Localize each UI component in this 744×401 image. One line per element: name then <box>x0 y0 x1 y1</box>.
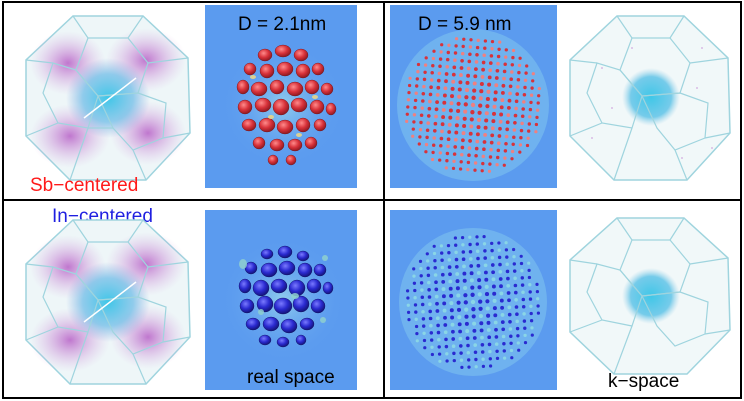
k-space-label: k−space <box>608 371 680 392</box>
diameter-label-small: D = 2.1nm <box>238 14 327 35</box>
table-border-left <box>2 1 4 399</box>
truncated-octahedron-icon <box>569 15 731 181</box>
sb-centered-label: Sb−centered <box>30 175 139 196</box>
real-space-panel-sb-small <box>205 5 357 188</box>
brillouin-zone-sb-small <box>18 8 198 188</box>
truncated-octahedron-icon <box>25 219 191 385</box>
truncated-octahedron-icon <box>25 15 191 181</box>
brillouin-zone-sb-large <box>562 8 738 188</box>
real-space-panel-in-large <box>390 210 557 390</box>
diameter-label-large: D = 5.9 nm <box>418 14 512 35</box>
table-border-right <box>740 1 742 399</box>
real-space-label: real space <box>247 367 335 388</box>
truncated-octahedron-icon <box>569 217 731 375</box>
table-border-top <box>2 1 742 3</box>
brillouin-zone-in-large <box>562 212 738 384</box>
real-space-panel-in-small <box>205 210 357 390</box>
real-space-panel-sb-large <box>390 5 557 188</box>
table-border-middle <box>2 199 742 201</box>
table-border-center <box>383 1 385 399</box>
table-border-bottom <box>2 397 742 399</box>
brillouin-zone-in-small <box>18 212 198 392</box>
